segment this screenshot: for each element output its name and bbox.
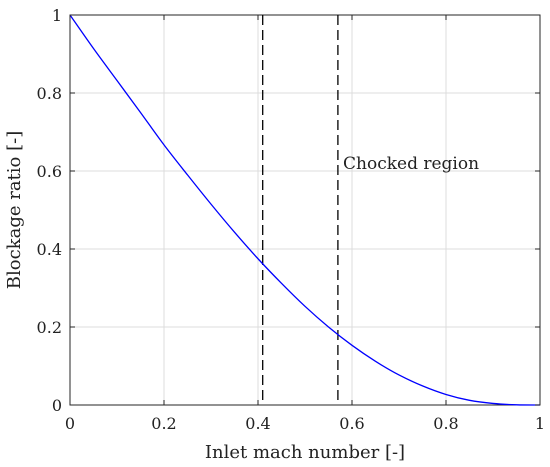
x-axis-title: Inlet mach number [-] bbox=[205, 442, 405, 463]
x-tick-label: 0.6 bbox=[339, 414, 364, 433]
y-axis-ticks: 0 0.2 0.4 0.6 0.8 1 bbox=[37, 6, 540, 415]
reference-lines bbox=[262, 15, 339, 405]
blockage-ratio-series-line bbox=[69, 14, 541, 406]
x-tick-label: 0.4 bbox=[245, 414, 270, 433]
y-tick-label: 0 bbox=[52, 396, 62, 415]
y-tick-label: 0.6 bbox=[37, 162, 62, 181]
y-axis-title: Blockage ratio [-] bbox=[4, 131, 25, 289]
x-tick-label: 0.2 bbox=[151, 414, 176, 433]
y-tick-label: 0.4 bbox=[37, 240, 62, 259]
chocked-region-annotation: Chocked region bbox=[343, 154, 479, 174]
x-tick-label: 1 bbox=[535, 414, 545, 433]
plot-frame bbox=[69, 14, 541, 406]
x-tick-label: 0.8 bbox=[433, 414, 458, 433]
grid-lines bbox=[70, 15, 540, 405]
x-axis-ticks: 0 0.2 0.4 0.6 0.8 1 bbox=[65, 15, 545, 433]
y-tick-label: 0.8 bbox=[37, 84, 62, 103]
x-tick-label: 0 bbox=[65, 414, 75, 433]
y-tick-label: 0.2 bbox=[37, 318, 62, 337]
y-tick-label: 1 bbox=[52, 6, 62, 25]
